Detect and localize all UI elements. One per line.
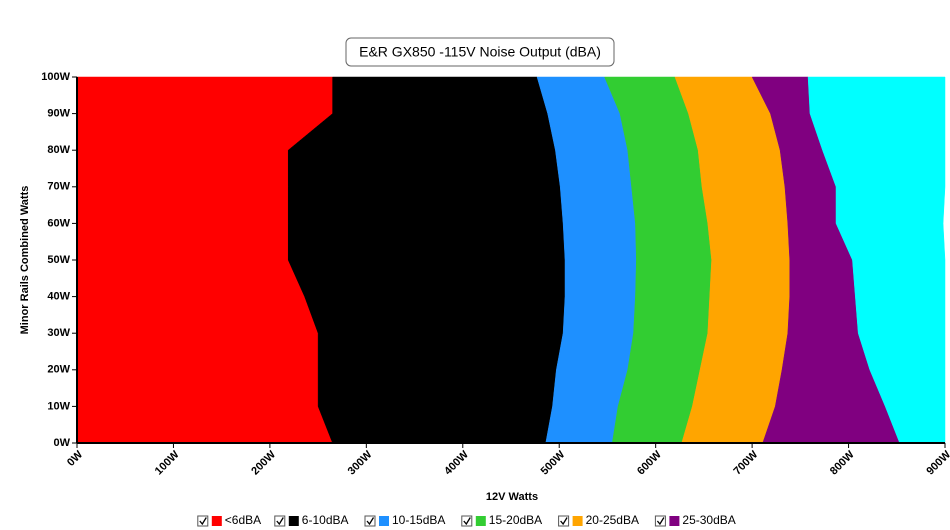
legend-label: 15-20dBA (489, 513, 542, 527)
legend: <6dBA 6-10dBA 10-15dBA 15-20dBA 20-25dBA 25-3… (197, 513, 736, 527)
x-tick-label: 700W (731, 448, 760, 477)
legend-label: 6-10dBA (302, 513, 349, 527)
x-tick-label: 500W (539, 448, 568, 477)
y-tick-label: 100W (41, 71, 70, 83)
y-tick-label: 80W (47, 144, 70, 156)
legend-checkbox[interactable] (654, 515, 666, 527)
x-tick-label: 0W (65, 448, 86, 469)
y-tick-label: 50W (47, 254, 70, 266)
y-tick-label: 40W (47, 291, 70, 303)
plot-area (76, 76, 946, 444)
legend-check (199, 517, 207, 526)
legend-check (463, 517, 471, 526)
legend-check (560, 517, 568, 526)
x-tick-label: 600W (635, 448, 664, 477)
y-tick-label: 0W (54, 437, 71, 449)
legend-swatch (572, 516, 583, 526)
legend-check (656, 517, 665, 526)
x-tick-label: 200W (249, 448, 278, 477)
legend-swatch (669, 516, 680, 526)
legend-check (276, 517, 284, 526)
y-axis-title: Minor Rails Combined Watts (19, 186, 31, 335)
x-tick-label: 100W (153, 448, 182, 477)
x-tick-label: 300W (346, 448, 375, 477)
legend-checkbox[interactable] (274, 515, 286, 527)
legend-checkbox[interactable] (461, 515, 473, 527)
title-box (345, 37, 615, 67)
legend-label: 20-25dBA (586, 513, 639, 527)
legend-checkbox[interactable] (558, 515, 570, 527)
noise-region (287, 76, 566, 444)
noise-region (807, 76, 946, 444)
chart-title: E&R GX850 -115V Noise Output (dBA) (359, 44, 601, 60)
legend-label: 25-30dBA (682, 513, 735, 527)
legend-label: 10-15dBA (392, 513, 445, 527)
y-tick-label: 70W (47, 181, 70, 193)
x-axis-title: 12V Watts (486, 491, 538, 503)
legend-swatch (288, 516, 299, 526)
legend-checkbox[interactable] (197, 515, 209, 527)
y-tick-label: 20W (47, 364, 70, 376)
y-tick-label: 30W (47, 327, 70, 339)
legend-swatch (211, 516, 222, 526)
legend-label: <6dBA (225, 513, 261, 527)
x-tick-label: 400W (442, 448, 471, 477)
legend-swatch (379, 516, 389, 526)
y-tick-label: 10W (47, 400, 70, 412)
legend-swatch (475, 516, 486, 526)
x-tick-label: 800W (828, 448, 857, 477)
legend-checkbox[interactable] (364, 515, 376, 527)
y-tick-label: 60W (47, 217, 70, 229)
legend-check (366, 517, 375, 526)
x-tick-label: 900W (924, 448, 950, 477)
y-tick-label: 90W (47, 108, 70, 120)
